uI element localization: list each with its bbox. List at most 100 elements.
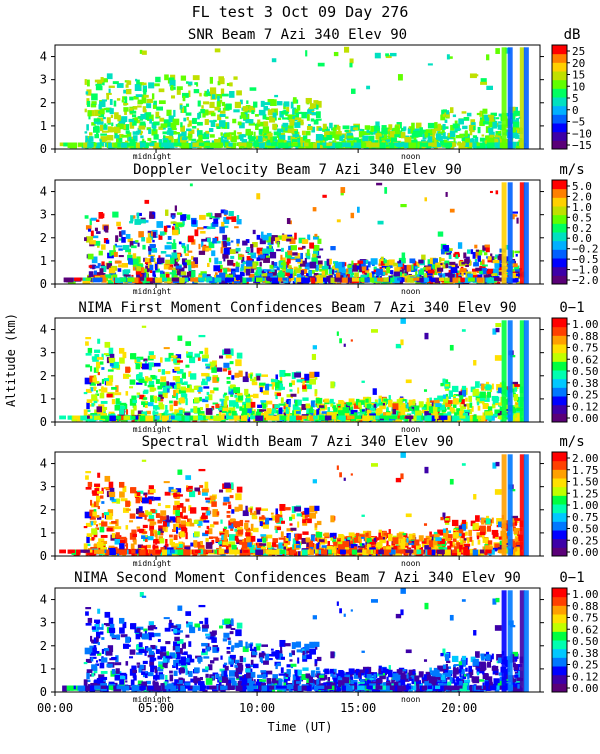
echo-cell — [473, 262, 479, 266]
echo-cell — [465, 398, 468, 402]
echo-cell — [234, 529, 237, 532]
echo-cell — [211, 113, 216, 117]
echo-cell — [104, 378, 109, 381]
echo-cell — [236, 239, 240, 244]
echo-cell — [428, 123, 435, 129]
echo-cell — [108, 126, 113, 132]
echo-cell — [165, 371, 170, 374]
echo-cell — [462, 329, 466, 332]
echo-cell — [452, 278, 458, 283]
echo-cell — [101, 244, 106, 249]
echo-cell — [515, 387, 517, 392]
echo-cell — [165, 260, 170, 264]
echo-cell — [237, 393, 243, 396]
echo-cell — [172, 270, 176, 275]
echo-cell — [126, 234, 131, 239]
echo-cell — [206, 377, 210, 382]
echo-cell — [483, 121, 489, 124]
echo-cell — [405, 416, 413, 419]
echo-cell — [444, 140, 448, 143]
echo-cell — [285, 373, 291, 376]
echo-cell — [120, 278, 126, 282]
echo-cell — [443, 395, 446, 399]
echo-cell — [91, 101, 96, 104]
echo-cell — [106, 94, 109, 99]
echo-cell — [243, 106, 249, 111]
echo-cell — [274, 404, 280, 408]
echo-cell — [371, 258, 378, 264]
echo-cell — [400, 416, 404, 420]
echo-cell — [461, 272, 463, 276]
echo-cell — [237, 353, 243, 359]
echo-cell — [180, 397, 185, 403]
echo-cell — [352, 278, 359, 282]
echo-cell — [156, 107, 163, 111]
echo-cell — [482, 264, 488, 266]
panel-unit: m/s — [559, 434, 584, 450]
echo-cell — [450, 209, 455, 213]
echo-cell — [267, 273, 272, 276]
echo-cell — [128, 252, 131, 254]
echo-cell — [279, 407, 283, 414]
echo-cell — [223, 241, 227, 245]
echo-cell — [301, 404, 306, 410]
echo-cell — [229, 91, 234, 98]
echo-cell — [199, 397, 202, 401]
echo-cell — [376, 269, 383, 276]
echo-cell — [259, 262, 261, 267]
echo-cell — [205, 396, 209, 400]
echo-cell — [229, 211, 234, 216]
echo-cell — [274, 131, 279, 135]
echo-cell — [281, 248, 284, 252]
echo-cell — [128, 258, 133, 264]
echo-cell — [156, 379, 160, 384]
echo-cells — [60, 47, 529, 149]
echo-cell — [296, 416, 302, 421]
echo-cell — [87, 101, 90, 107]
echo-cell — [205, 248, 211, 251]
echo-cell — [153, 249, 157, 252]
echo-cell — [356, 139, 361, 143]
colorbar-segment — [552, 232, 567, 241]
echo-cell — [113, 245, 115, 251]
colorbar-segment — [552, 223, 567, 232]
echo-cell — [214, 107, 219, 111]
colorbar-segment — [552, 123, 567, 132]
echo-cell — [437, 268, 443, 272]
echo-cell — [494, 278, 501, 281]
echo-cell — [460, 278, 465, 283]
echo-cell — [118, 268, 122, 272]
echo-cell — [100, 125, 103, 131]
echo-cell — [80, 416, 87, 421]
echo-cell — [234, 226, 239, 228]
echo-cell — [167, 130, 174, 135]
echo-cell — [112, 399, 115, 404]
echo-cells — [59, 318, 529, 422]
colorbar-segment — [552, 215, 567, 224]
echo-cell — [146, 112, 151, 117]
echo-cell — [164, 416, 168, 421]
echo-cell — [108, 369, 114, 371]
echo-cell — [198, 335, 205, 337]
time-marker-noon: noon — [401, 287, 420, 296]
echo-cell — [212, 241, 214, 244]
echo-cell — [192, 139, 196, 141]
echo-cell — [153, 232, 156, 238]
echo-cell — [94, 387, 97, 392]
echo-cell — [310, 262, 317, 269]
echo-cell — [187, 124, 189, 127]
echo-cell — [257, 405, 262, 408]
echo-cell — [85, 79, 87, 85]
echo-cell — [334, 278, 341, 282]
echo-cell — [131, 245, 137, 248]
echo-cell — [494, 257, 497, 259]
echo-cell — [246, 100, 248, 104]
echo-cell — [246, 269, 250, 276]
echo-cell — [262, 404, 266, 409]
echo-cell — [177, 212, 182, 215]
echo-cell — [298, 253, 300, 259]
echo-cell — [451, 267, 458, 273]
echo-cell — [185, 416, 190, 422]
